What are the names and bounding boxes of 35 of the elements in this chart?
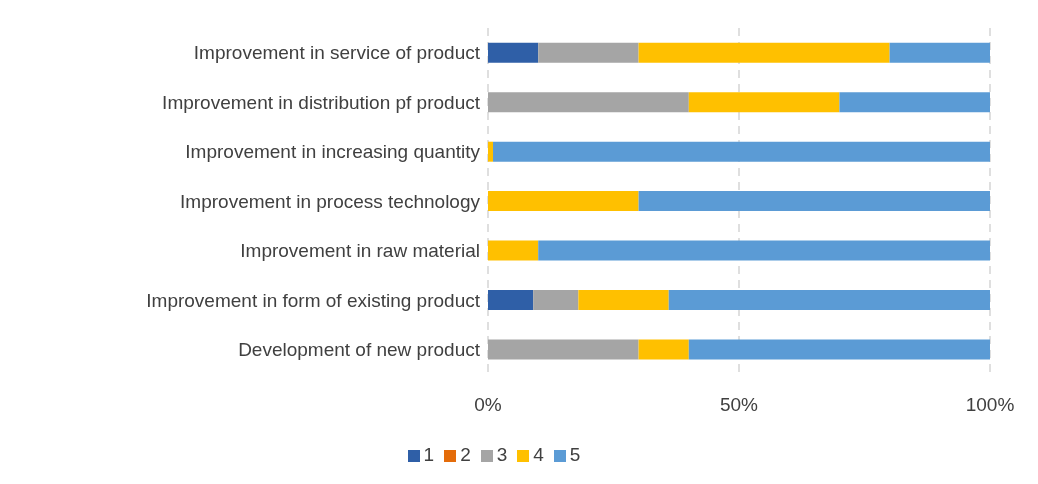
legend-label: 2 xyxy=(460,444,471,465)
y-tick-label: Improvement in service of product xyxy=(193,42,481,64)
bar xyxy=(488,42,539,63)
y-tick-label: Improvement in raw material xyxy=(240,240,480,262)
y-tick-label: Improvement in process technology xyxy=(180,190,481,212)
bar xyxy=(538,42,639,63)
x-tick-label: 100% xyxy=(965,394,1015,416)
bar xyxy=(668,289,990,310)
legend-label: 5 xyxy=(569,444,581,465)
bar xyxy=(638,42,890,63)
bar xyxy=(533,289,579,310)
bar xyxy=(889,42,990,63)
bar xyxy=(493,141,990,162)
y-tick-label: Improvement in increasing quantity xyxy=(185,141,481,163)
bar xyxy=(488,240,539,261)
bar xyxy=(688,339,990,360)
y-tick-label: Development of new product xyxy=(238,339,481,361)
x-tick-label: 50% xyxy=(719,394,759,416)
x-tick-label: 0% xyxy=(474,394,502,416)
bar xyxy=(688,92,840,113)
y-tick-label: Improvement in form of existing product xyxy=(146,289,481,311)
legend-label: 1 xyxy=(423,444,435,465)
bar xyxy=(839,92,990,113)
bar xyxy=(488,92,689,113)
bar xyxy=(638,339,689,360)
legend-label: 3 xyxy=(496,444,508,465)
bar xyxy=(578,289,669,310)
bar xyxy=(638,191,990,212)
y-tick-label: Improvement in distribution pf product xyxy=(162,91,481,113)
bar xyxy=(488,339,639,360)
bar xyxy=(488,191,639,212)
bar xyxy=(488,141,494,162)
bar xyxy=(538,240,990,261)
bar xyxy=(488,289,534,310)
legend-label: 4 xyxy=(533,444,544,465)
